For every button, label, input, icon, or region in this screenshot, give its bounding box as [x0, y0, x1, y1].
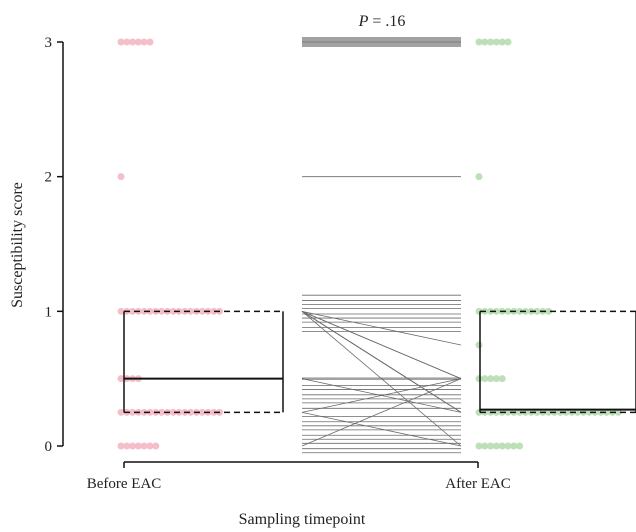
paired-line — [301, 310, 462, 380]
dot-point — [134, 38, 142, 46]
dot-point — [129, 442, 137, 450]
dot-point — [129, 307, 137, 315]
dot-point — [117, 408, 125, 416]
p-value-text: = .16 — [368, 13, 405, 30]
dot-point — [140, 38, 148, 46]
dot-point — [140, 442, 148, 450]
dot-point — [504, 442, 512, 450]
dot-point — [504, 307, 512, 315]
dot-point — [498, 38, 506, 46]
y-tick-label: 3 — [45, 35, 53, 51]
x-axis-label: Sampling timepoint — [239, 511, 366, 528]
dot-point — [210, 408, 218, 416]
dot-point — [487, 375, 495, 383]
dot-point — [169, 408, 177, 416]
x-tick-label: After EAC — [445, 476, 510, 492]
paired-line — [301, 311, 462, 447]
dot-point — [516, 442, 524, 450]
dot-point — [487, 38, 495, 46]
dot-point — [123, 442, 131, 450]
y-axis-label: Susceptibility score — [9, 182, 26, 308]
dot-point — [198, 307, 206, 315]
paired-line — [301, 310, 462, 346]
dot-point — [487, 442, 495, 450]
dot-point — [475, 341, 483, 349]
dot-point — [492, 38, 500, 46]
dot-point — [146, 442, 154, 450]
box-plots — [123, 310, 636, 414]
dot-point — [475, 442, 483, 450]
dot-point — [187, 307, 195, 315]
dot-point — [492, 375, 500, 383]
dot-point — [504, 38, 512, 46]
y-tick-label: 0 — [45, 439, 53, 455]
dot-point — [152, 442, 160, 450]
dot-point — [117, 442, 125, 450]
dot-point — [117, 375, 125, 383]
p-value-letter: P — [358, 13, 369, 30]
paired-line — [301, 378, 462, 447]
dot-point — [158, 408, 166, 416]
dot-point — [117, 38, 125, 46]
paired-line — [301, 310, 462, 413]
dot-point — [492, 307, 500, 315]
x-tick-label: Before EAC — [87, 476, 162, 492]
dot-point — [129, 38, 137, 46]
y-tick-label: 2 — [45, 170, 53, 186]
dot-point — [516, 307, 524, 315]
dot-point — [198, 408, 206, 416]
dot-point — [117, 173, 125, 181]
axes: 0 1 2 3 Before EAC After EAC — [45, 35, 511, 492]
dot-point — [475, 173, 483, 181]
dot-point — [498, 442, 506, 450]
dot-point — [169, 307, 177, 315]
paired-lines — [301, 37, 462, 454]
dot-point — [187, 408, 195, 416]
p-value-annotation: P = .16 — [358, 13, 406, 30]
dot-point — [533, 307, 541, 315]
dot-point — [481, 375, 489, 383]
dot-point — [492, 442, 500, 450]
dot-point — [545, 307, 553, 315]
dot-point — [498, 375, 506, 383]
dot-point — [158, 307, 166, 315]
dot-point — [475, 38, 483, 46]
dot-point — [146, 38, 154, 46]
dot-point — [510, 442, 518, 450]
y-tick-label: 1 — [45, 304, 53, 320]
paired-line — [301, 378, 462, 413]
dot-point — [134, 442, 142, 450]
dot-point — [129, 408, 137, 416]
dot-point — [481, 38, 489, 46]
dot-point — [123, 38, 131, 46]
dot-point — [210, 307, 218, 315]
paired-line — [301, 411, 462, 447]
dot-point — [481, 442, 489, 450]
dot-points — [117, 38, 622, 450]
dot-point — [117, 307, 125, 315]
